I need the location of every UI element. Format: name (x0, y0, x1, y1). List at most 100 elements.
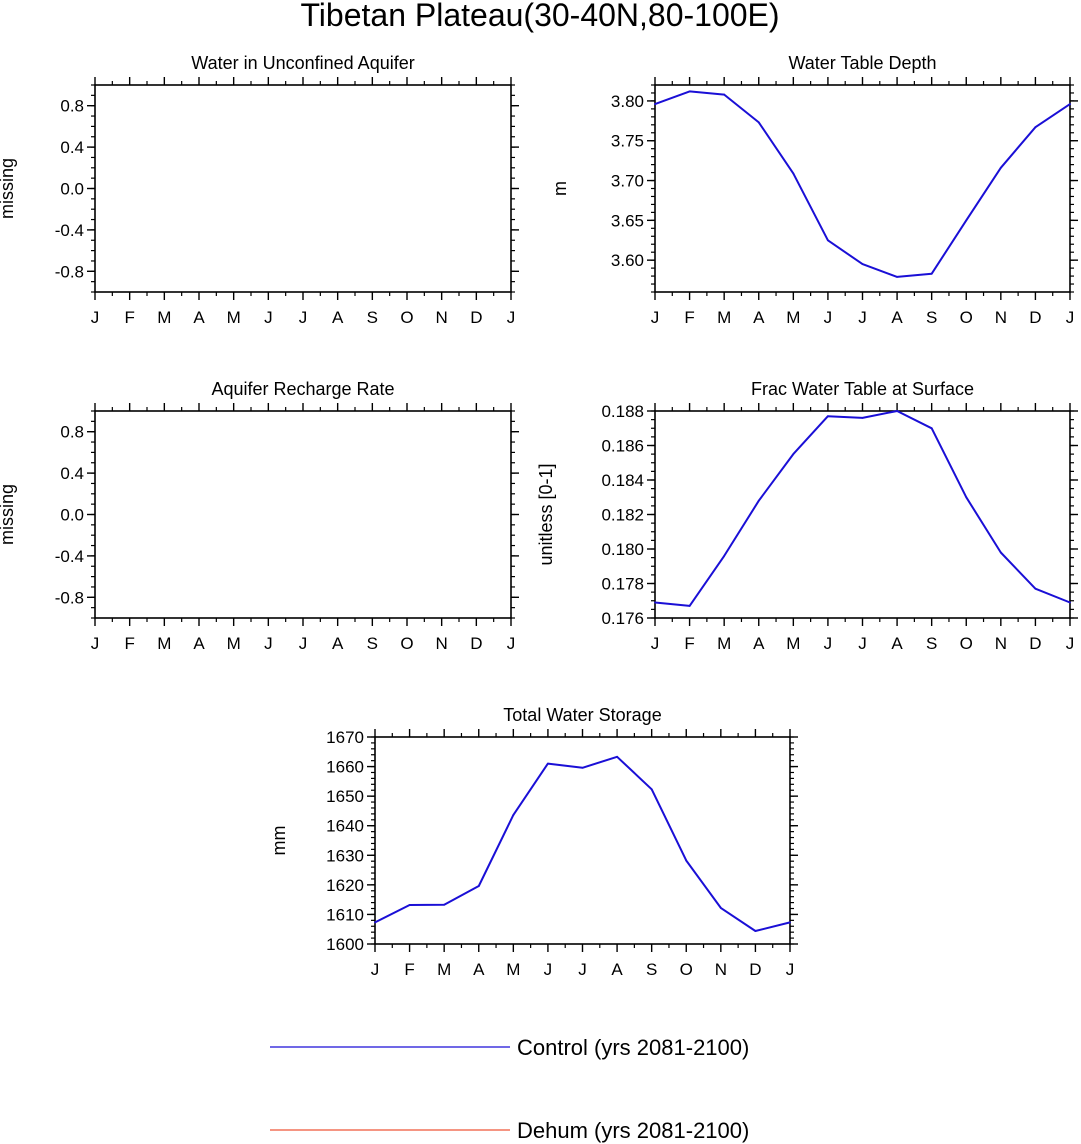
data-point (827, 239, 829, 242)
x-tick-label: J (299, 308, 308, 327)
y-tick-label: -0.4 (55, 221, 84, 240)
data-point (688, 90, 691, 93)
data-point (896, 275, 898, 278)
data-point (861, 263, 864, 266)
x-tick-label: O (680, 960, 693, 979)
chart-panels: Water in Unconfined Aquifer J F M A M J J A S O N D J… (0, 53, 1078, 979)
data-point (757, 121, 760, 124)
series-line-control (654, 90, 1071, 278)
y-tick-label: 3.75 (611, 132, 644, 151)
x-tick-label: A (891, 308, 903, 327)
panel-title: Water Table Depth (788, 53, 936, 73)
x-tick-label: J (824, 634, 833, 653)
x-tick-label: F (124, 634, 134, 653)
x-tick-label: M (506, 960, 520, 979)
x-tick-label: M (157, 308, 171, 327)
data-point (754, 930, 757, 932)
x-tick-label: D (470, 308, 482, 327)
plot-frame (94, 84, 512, 293)
x-tick-label: J (91, 634, 100, 653)
y-tick-label: 3.60 (611, 251, 644, 270)
data-point (616, 755, 618, 758)
data-point (685, 859, 688, 862)
y-tick-label: 1650 (326, 787, 364, 806)
chart-panel-3: Aquifer Recharge Rate J F M A M J J A S O N D J -0.8 -0… (0, 379, 519, 653)
data-point (1069, 103, 1071, 106)
x-tick-label: M (786, 634, 800, 653)
x-tick-label: S (646, 960, 657, 979)
x-tick-label: J (1066, 308, 1075, 327)
data-point (896, 410, 898, 412)
x-tick-label: J (507, 634, 516, 653)
x-tick-label: A (753, 634, 765, 653)
x-tick-label: N (436, 308, 448, 327)
data-point (965, 219, 968, 222)
data-point (443, 903, 446, 906)
panel-title: Frac Water Table at Surface (751, 379, 974, 399)
x-tick-label: J (91, 308, 100, 327)
data-point (789, 921, 791, 924)
data-point (861, 417, 864, 419)
data-point (547, 762, 549, 765)
x-tick-label: D (749, 960, 761, 979)
plot-frame (94, 410, 512, 619)
y-tick-label: 0.8 (60, 423, 84, 442)
data-point (999, 166, 1002, 169)
chart-panel-2: Water Table Depth J F M A M J J A S O N D J 3.60 3.65 3.… (550, 53, 1078, 327)
x-tick-label: F (404, 960, 414, 979)
data-point (477, 885, 480, 887)
data-point (930, 272, 933, 275)
y-tick-label: 0.178 (601, 575, 644, 594)
y-axis-label: unitless [0-1] (536, 463, 556, 565)
y-tick-label: -0.8 (55, 588, 84, 607)
x-tick-label: O (400, 308, 413, 327)
legend: Control (yrs 2081-2100) Dehum (yrs 2081-… (270, 1035, 749, 1143)
x-tick-label: J (824, 308, 833, 327)
legend-control-label: Control (yrs 2081-2100) (517, 1035, 749, 1060)
x-tick-label: J (858, 634, 867, 653)
y-tick-label: 1620 (326, 876, 364, 895)
y-tick-label: 1640 (326, 817, 364, 836)
x-tick-label: J (651, 634, 660, 653)
y-tick-label: 0.184 (601, 471, 644, 490)
y-tick-label: 0.4 (60, 138, 84, 157)
data-point (723, 93, 726, 96)
chart-panel-1: Water in Unconfined Aquifer J F M A M J J A S O N D J… (0, 53, 519, 327)
y-axis-label: mm (269, 826, 289, 856)
x-tick-label: N (436, 634, 448, 653)
x-tick-label: N (995, 308, 1007, 327)
x-tick-label: F (684, 308, 694, 327)
data-point (374, 921, 376, 924)
x-tick-label: F (124, 308, 134, 327)
x-tick-label: O (960, 634, 973, 653)
y-tick-label: 0.0 (60, 506, 84, 525)
y-tick-label: 0.180 (601, 540, 644, 559)
x-tick-label: S (926, 308, 937, 327)
figure-title: Tibetan Plateau(30-40N,80-100E) (300, 0, 779, 33)
x-tick-label: M (717, 634, 731, 653)
x-tick-label: O (960, 308, 973, 327)
y-tick-label: 0.8 (60, 97, 84, 116)
x-tick-label: S (367, 634, 378, 653)
data-point (1069, 601, 1071, 604)
x-tick-label: J (544, 960, 553, 979)
x-tick-label: S (367, 308, 378, 327)
y-tick-label: 1670 (326, 728, 364, 747)
x-tick-label: A (753, 308, 765, 327)
x-tick-label: N (995, 634, 1007, 653)
x-tick-label: S (926, 634, 937, 653)
data-point (723, 555, 726, 557)
panel-title: Total Water Storage (503, 705, 661, 725)
y-tick-label: -0.8 (55, 262, 84, 281)
data-point (792, 453, 795, 456)
x-tick-label: N (715, 960, 727, 979)
x-tick-label: D (470, 634, 482, 653)
data-point (999, 551, 1002, 554)
x-tick-label: D (1029, 308, 1041, 327)
panel-title: Aquifer Recharge Rate (211, 379, 394, 399)
data-point (719, 907, 722, 909)
y-tick-label: 1630 (326, 846, 364, 865)
y-tick-label: 3.70 (611, 172, 644, 191)
x-tick-label: A (193, 308, 205, 327)
